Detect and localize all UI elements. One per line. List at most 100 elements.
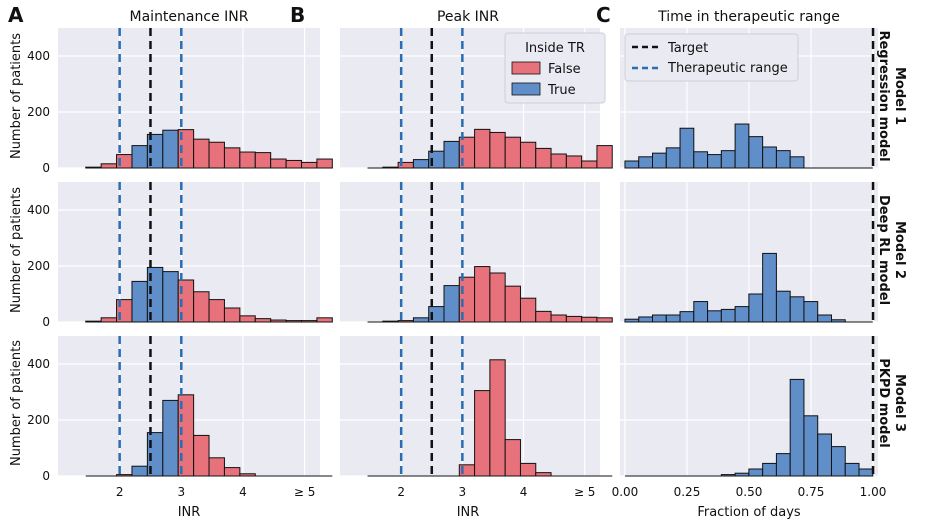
histogram-bar xyxy=(734,306,750,323)
legend-inside-tr: Inside TR False True xyxy=(504,32,606,104)
histogram-bar xyxy=(100,163,118,169)
histogram-bar xyxy=(844,462,860,477)
row-label-model-1: Model 1 xyxy=(892,67,907,125)
histogram-bar xyxy=(803,301,819,323)
x-tick-label: 0.00 xyxy=(612,485,639,499)
column-title-peak: Peak INR xyxy=(437,9,499,25)
y-axis-label-row2: Number of patients xyxy=(9,187,24,313)
histogram-bar xyxy=(208,141,225,169)
histogram-bar xyxy=(720,150,736,169)
row-label-name-1: Regression model xyxy=(876,30,891,161)
histogram-bar xyxy=(193,434,210,477)
histogram-bar xyxy=(223,307,241,323)
static-text-layer: A B C Maintenance INR Peak INR Time in t… xyxy=(8,3,907,520)
histogram-bar xyxy=(775,150,791,169)
x-tick-label: 2 xyxy=(116,485,124,499)
histogram-bar xyxy=(693,301,709,323)
x-tick-label: 0.75 xyxy=(798,485,825,499)
histogram-bar xyxy=(412,159,430,169)
histogram-bar xyxy=(651,152,667,169)
histogram-bar xyxy=(504,136,521,169)
histogram-bar xyxy=(550,314,567,323)
panel-r1-maintenance: 0 200 400 xyxy=(27,28,333,175)
histogram-bar xyxy=(223,467,241,477)
histogram-bar xyxy=(693,151,709,169)
y-axis-label-row3: Number of patients xyxy=(9,340,24,466)
x-tick-label: 2 xyxy=(397,485,405,499)
histogram-bar xyxy=(193,138,210,169)
histogram-bar xyxy=(254,318,272,323)
histogram-bar xyxy=(443,285,460,323)
histogram-bar xyxy=(193,291,210,323)
x-axis-label-ttr: Fraction of days xyxy=(697,505,801,520)
legend-lines: Target Therapeutic range xyxy=(624,33,799,82)
y-tick-label: 200 xyxy=(27,259,50,273)
histogram-bar xyxy=(412,317,430,323)
histogram-bar xyxy=(254,152,272,169)
histogram-bar xyxy=(474,390,491,477)
panel-letter-a: A xyxy=(8,3,24,27)
histogram-bar xyxy=(638,316,653,323)
histogram-bar xyxy=(100,317,118,323)
histogram-bar xyxy=(803,415,819,477)
histogram-bar xyxy=(131,145,148,169)
histogram-bar xyxy=(775,290,791,323)
histogram-bar xyxy=(131,465,148,477)
y-tick-label: 400 xyxy=(27,357,50,371)
panel-r2-maintenance: 0 200 400 xyxy=(27,182,333,329)
histogram-bar xyxy=(565,155,583,169)
histogram-bar xyxy=(489,272,506,323)
legend-label-target: Target xyxy=(667,41,708,56)
histogram-bar xyxy=(858,468,874,477)
y-tick-label: 0 xyxy=(42,161,50,175)
panel-r2-peak xyxy=(340,182,613,323)
histogram-bar xyxy=(638,156,653,169)
histogram-bar xyxy=(679,127,695,169)
panel-r3-maintenance: 0 200 400 2 3 4 ≥ 5 xyxy=(27,336,333,499)
row-label-model-3: Model 3 xyxy=(892,374,907,432)
histogram-bar xyxy=(504,285,521,323)
histogram-bar xyxy=(208,299,225,323)
legend-swatch-false xyxy=(511,61,541,75)
histogram-bar xyxy=(474,266,491,323)
histogram-bar xyxy=(817,314,832,323)
histogram-bar xyxy=(707,310,722,323)
column-title-maintenance: Maintenance INR xyxy=(130,9,249,25)
histogram-bar xyxy=(504,439,521,477)
row-label-name-3: PKPD model xyxy=(876,358,891,448)
panel-r3-ttr: 0.00 0.25 0.50 0.75 1.00 xyxy=(612,336,887,499)
histogram-bar xyxy=(535,147,552,169)
histogram-bar xyxy=(748,468,764,477)
panel-layer: 0 200 400 0 200 400 0 200 400 2 3 4 ≥ 5 2 3 4 ≥ 5 0.00 0.2… xyxy=(27,28,886,499)
histogram-bar xyxy=(789,156,805,169)
panel-background xyxy=(340,336,600,476)
histogram-bar xyxy=(223,147,241,169)
histogram-bar xyxy=(162,129,179,169)
histogram-bar xyxy=(550,153,567,169)
panel-letter-c: C xyxy=(596,3,611,27)
row-label-model-2: Model 2 xyxy=(892,221,907,279)
histogram-bar xyxy=(789,378,805,477)
histogram-bar xyxy=(665,314,681,323)
legend-inside-tr-title: Inside TR xyxy=(525,41,585,56)
histogram-bar xyxy=(443,140,460,169)
histogram-bar xyxy=(519,462,537,477)
histogram-bar xyxy=(720,308,736,323)
histogram-bar xyxy=(596,317,613,323)
histogram-bar xyxy=(316,317,333,323)
legend-swatch-true xyxy=(511,82,541,96)
histogram-bar xyxy=(208,457,225,477)
histogram-bar xyxy=(624,160,640,169)
histogram-bar xyxy=(270,158,287,169)
panel-letter-b: B xyxy=(290,3,305,27)
histogram-bar xyxy=(762,146,777,169)
x-axis-label-maintenance: INR xyxy=(178,505,201,520)
x-tick-label: 1.00 xyxy=(860,485,887,499)
x-tick-label: ≥ 5 xyxy=(294,485,316,499)
x-tick-label: 0.25 xyxy=(674,485,701,499)
legend-lines-box xyxy=(624,33,799,82)
histogram-bar xyxy=(519,297,537,323)
panel-r3-peak: 2 3 4 ≥ 5 xyxy=(340,336,613,499)
histogram-bar xyxy=(665,147,681,169)
histogram-bar xyxy=(581,316,598,323)
